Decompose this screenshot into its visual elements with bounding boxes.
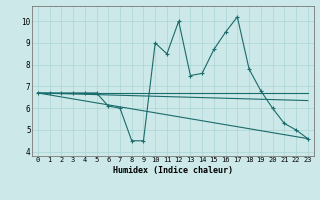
X-axis label: Humidex (Indice chaleur): Humidex (Indice chaleur): [113, 166, 233, 175]
